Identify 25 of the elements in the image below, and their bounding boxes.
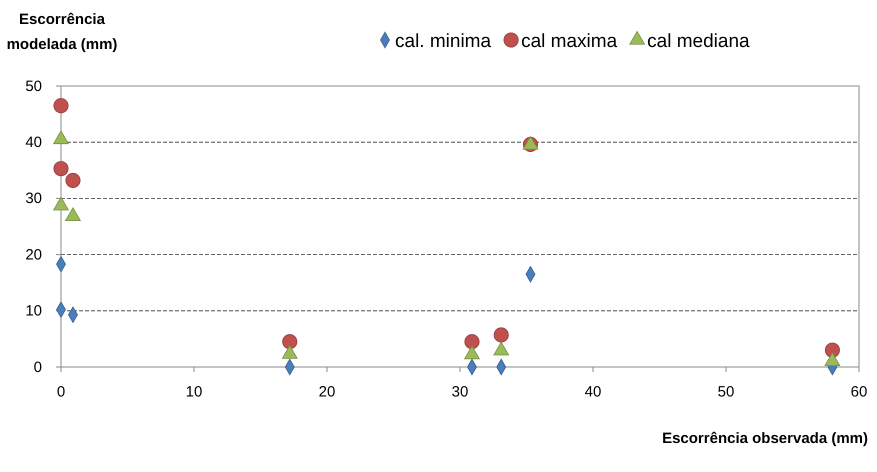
point: [464, 334, 480, 350]
y-tick-label: 10: [25, 302, 42, 320]
y-axis-title: Escorrência modelada (mm): [6, 11, 118, 53]
x-tick-label: 60: [850, 384, 868, 401]
point: [65, 172, 81, 188]
x-tick-label: 0: [56, 384, 66, 401]
x-tick-label: 50: [718, 384, 734, 401]
x-tick-label: 40: [584, 384, 602, 401]
point: [282, 334, 298, 350]
y-tick-label: 50: [25, 78, 42, 95]
y-tick-label: 40: [25, 134, 42, 151]
x-tick-label: 30: [452, 384, 468, 401]
point: [494, 327, 509, 342]
point: [53, 98, 69, 114]
point: [53, 161, 69, 176]
x-axis-title: Escorrência observada (mm): [662, 430, 868, 447]
x-tick-label: 20: [318, 384, 336, 401]
y-tick-label: 30: [25, 190, 42, 208]
legend-label: cal mediana: [647, 31, 750, 52]
point: [824, 342, 840, 358]
y-tick-label: 0: [34, 358, 42, 376]
legend-label: cal maxima: [521, 31, 618, 52]
y-tick-label: 20: [25, 246, 42, 264]
x-tick-label: 10: [186, 384, 202, 401]
legend-label: cal. minima: [395, 31, 492, 52]
